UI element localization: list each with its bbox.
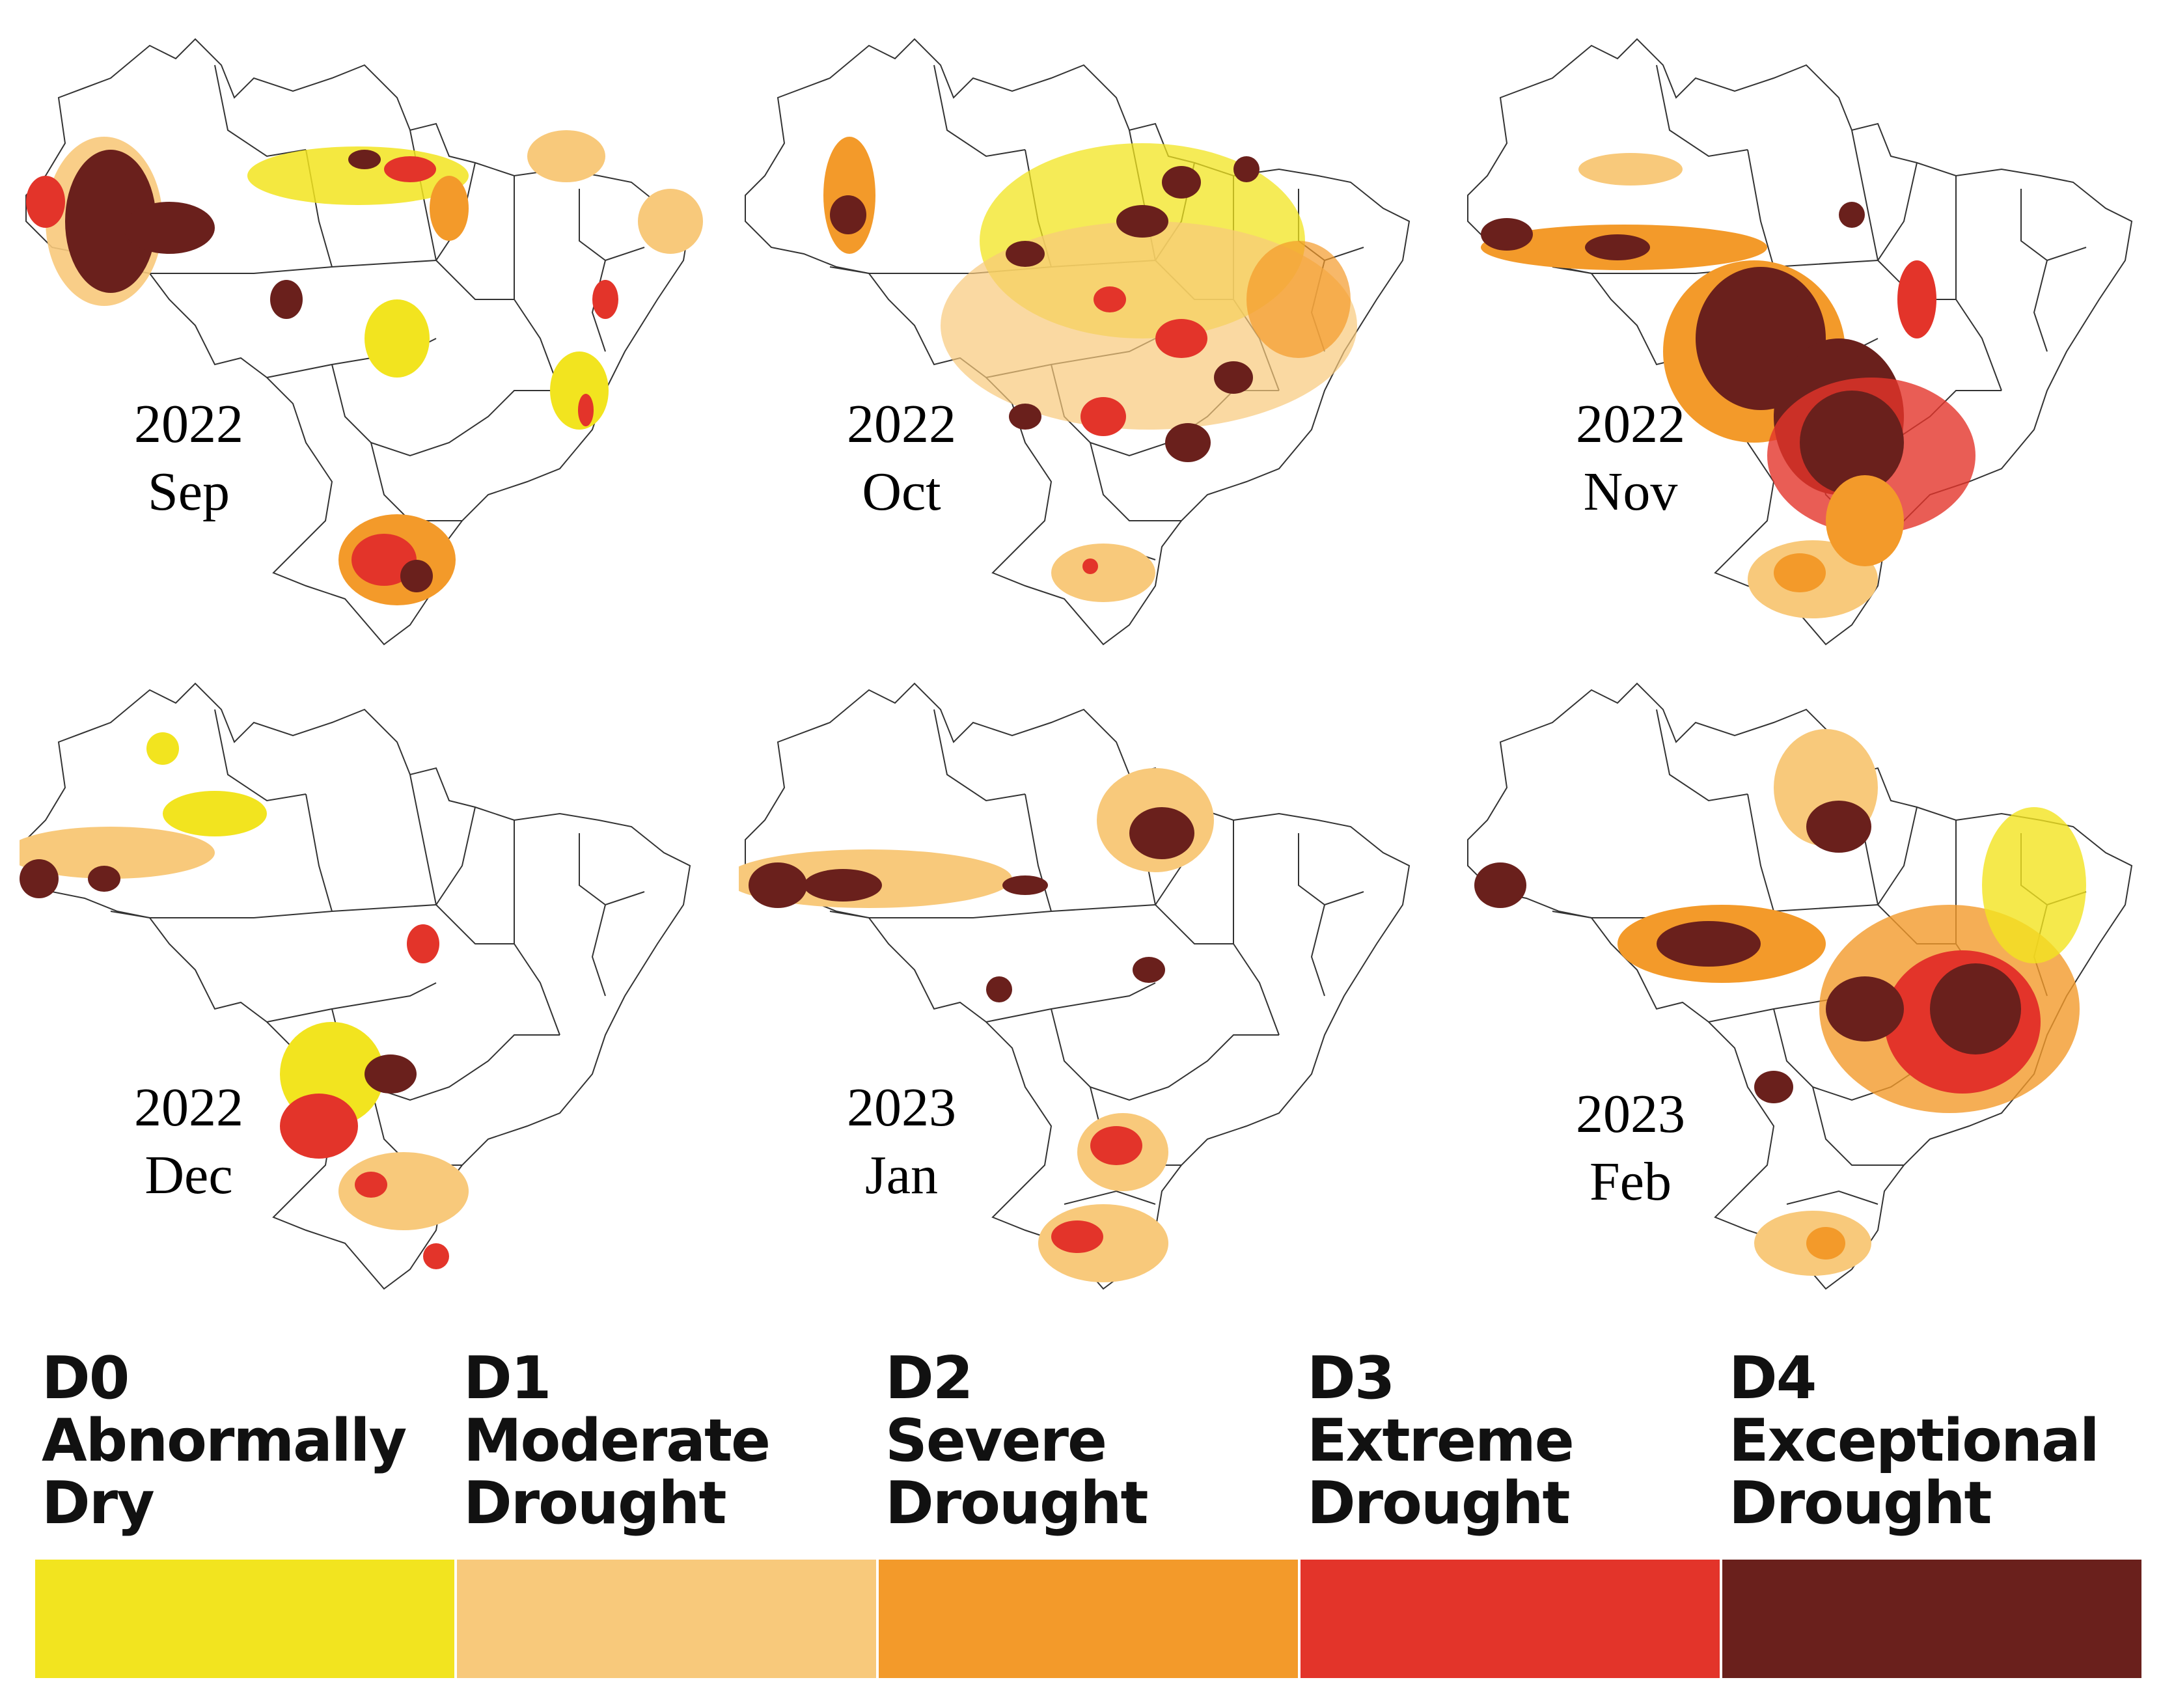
legend-name: Abnormally Dry — [42, 1407, 407, 1537]
brazil-map — [739, 683, 1410, 1289]
legend-item-d2: D2 Severe Drought — [879, 1347, 1301, 1686]
legend-name: Severe Drought — [885, 1407, 1149, 1537]
panel-date-label: 2022 Sep — [91, 391, 286, 526]
map-panel-sep-2022: 2022 Sep — [20, 26, 709, 651]
panel-date-label: 2022 Nov — [1533, 391, 1728, 526]
brazil-map — [745, 38, 1410, 645]
legend-name: Extreme Drought — [1307, 1407, 1575, 1537]
brazil-map — [25, 38, 703, 645]
map-panel-oct-2022: 2022 Oct — [739, 26, 1429, 651]
legend-swatch-d4 — [1722, 1560, 2141, 1678]
map-panel-feb-2023: 2023 Feb — [1461, 670, 2151, 1295]
panel-year: 2023 — [1576, 1084, 1685, 1144]
map-panel-nov-2022: 2022 Nov — [1461, 26, 2151, 651]
panel-year: 2023 — [847, 1077, 956, 1138]
drought-overlay — [20, 732, 469, 1269]
panel-year: 2022 — [847, 394, 956, 454]
legend-name: Exceptional Drought — [1729, 1407, 2100, 1537]
panel-date-label: 2023 Feb — [1533, 1081, 1728, 1216]
legend-swatch-d3 — [1301, 1560, 1720, 1678]
brazil-map — [1467, 38, 2132, 645]
drought-legend: D0 Abnormally Dry D1 Moderate Drought D2… — [35, 1347, 2144, 1686]
panel-year: 2022 — [1576, 394, 1685, 454]
panel-date-label: 2023 Jan — [804, 1074, 999, 1209]
legend-code: D2 — [885, 1344, 973, 1412]
legend-swatch-d0 — [35, 1560, 454, 1678]
panel-year: 2022 — [134, 1077, 243, 1138]
panel-month: Oct — [862, 461, 941, 522]
panel-date-label: 2022 Dec — [91, 1074, 286, 1209]
panel-month: Sep — [148, 461, 230, 522]
panel-month: Dec — [145, 1145, 233, 1205]
drought-overlay — [739, 768, 1214, 1282]
drought-overlay — [823, 137, 1357, 602]
brazil-map — [1467, 683, 2132, 1289]
legend-item-d3: D3 Extreme Drought — [1301, 1347, 1722, 1686]
legend-item-d1: D1 Moderate Drought — [457, 1347, 879, 1686]
legend-swatch-d2 — [879, 1560, 1298, 1678]
drought-overlay — [1481, 153, 1975, 618]
panel-date-label: 2022 Oct — [804, 391, 999, 526]
drought-overlay — [1474, 729, 2086, 1276]
panel-year: 2022 — [134, 394, 243, 454]
legend-name: Moderate Drought — [463, 1407, 771, 1537]
legend-swatch-d1 — [457, 1560, 876, 1678]
drought-overlay — [26, 130, 703, 605]
legend-code: D4 — [1729, 1344, 1817, 1412]
panel-month: Nov — [1583, 461, 1678, 522]
legend-code: D1 — [463, 1344, 551, 1412]
legend-item-d4: D4 Exceptional Drought — [1722, 1347, 2144, 1686]
legend-item-d0: D0 Abnormally Dry — [35, 1347, 457, 1686]
map-panel-jan-2023: 2023 Jan — [739, 670, 1429, 1295]
legend-code: D0 — [42, 1344, 130, 1412]
legend-code: D3 — [1307, 1344, 1395, 1412]
map-panel-dec-2022: 2022 Dec — [20, 670, 709, 1295]
panel-month: Jan — [865, 1145, 938, 1205]
panel-month: Feb — [1590, 1151, 1672, 1212]
brazil-map — [20, 683, 691, 1289]
